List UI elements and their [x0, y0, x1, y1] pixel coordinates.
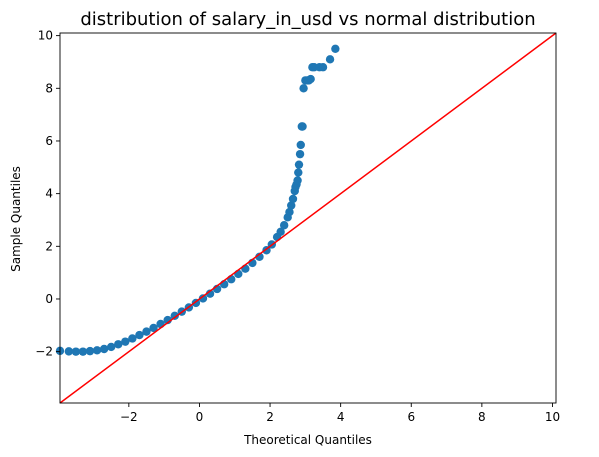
y-tick-label: 2: [45, 239, 53, 253]
data-point: [296, 140, 305, 150]
data-point: [135, 330, 144, 340]
plot-area: −2 0 2 4 6 8 10 −2 0 2 4 6 8 10: [35, 29, 560, 424]
data-point: [293, 176, 302, 185]
data-point: [170, 311, 179, 321]
data-point: [325, 55, 335, 64]
data-point: [287, 201, 296, 210]
x-tick-label: 4: [337, 410, 345, 424]
chart-title: distribution of salary_in_usd vs normal …: [80, 9, 535, 30]
y-tick-label: 6: [45, 134, 53, 148]
data-point: [106, 342, 116, 352]
data-point: [294, 168, 303, 177]
data-point: [285, 207, 294, 217]
y-tick-label: 4: [45, 187, 53, 201]
data-point: [64, 347, 74, 356]
data-point: [142, 327, 151, 336]
data-point: [279, 221, 289, 230]
data-point: [114, 340, 123, 349]
axes-frame: [59, 32, 557, 404]
data-point: [92, 346, 102, 355]
x-tick-label: −2: [120, 410, 138, 424]
data-point: [85, 346, 95, 356]
data-point: [299, 84, 308, 93]
data-point: [241, 264, 250, 273]
data-point: [294, 160, 304, 169]
data-point: [99, 344, 109, 354]
data-point: [71, 347, 81, 356]
y-tick-label: 8: [45, 81, 53, 95]
y-axis-label: Sample Quantiles: [9, 166, 23, 272]
data-point: [331, 44, 340, 53]
x-tick-label: 6: [407, 410, 415, 424]
data-point: [234, 269, 243, 279]
x-tick-label: 2: [266, 410, 274, 424]
x-tick-label: 10: [545, 410, 560, 424]
y-tick-label: −2: [35, 345, 53, 359]
x-axis-label: Theoretical Quantiles: [243, 433, 372, 447]
data-point: [205, 289, 215, 298]
data-point: [276, 227, 285, 237]
data-point: [156, 319, 165, 329]
data-point: [318, 63, 328, 72]
data-point: [149, 323, 158, 333]
y-tick-label: 10: [38, 29, 53, 43]
data-point: [121, 337, 130, 346]
data-point: [306, 74, 315, 84]
data-point: [288, 194, 298, 204]
data-point: [78, 347, 88, 356]
y-tick-label: 0: [45, 292, 53, 306]
data-point: [198, 294, 208, 303]
data-point: [227, 275, 236, 284]
x-tick-label: 0: [196, 410, 204, 424]
data-point: [255, 252, 264, 262]
data-point: [298, 122, 307, 131]
data-point: [128, 334, 137, 343]
data-point: [163, 315, 172, 325]
x-tick-label: 8: [478, 410, 486, 424]
reference-line: [59, 32, 557, 404]
data-point: [295, 149, 305, 159]
